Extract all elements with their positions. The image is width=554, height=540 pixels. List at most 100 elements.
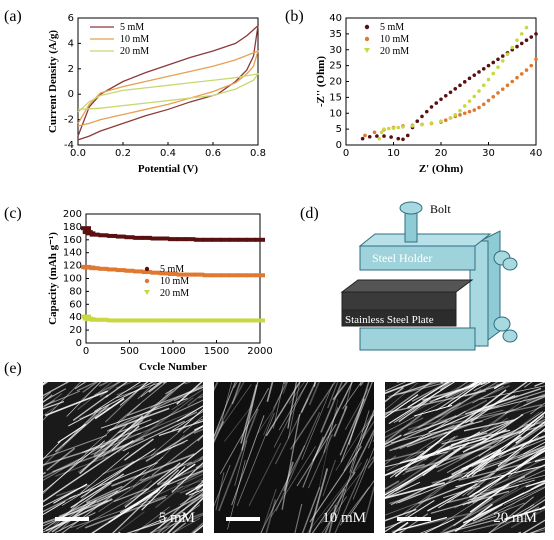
nanowire-stroke	[446, 382, 468, 398]
nanowire-stroke	[385, 382, 419, 411]
nanowire-stroke	[389, 493, 422, 505]
y-tick-label: 2	[68, 64, 74, 75]
nanowire-stroke	[44, 390, 108, 417]
y-axis-label: -Z'' (Ohm)	[315, 56, 327, 107]
nanowire-stroke	[502, 504, 535, 523]
nanowire-stroke	[475, 445, 545, 473]
nanowire-stroke	[90, 432, 142, 456]
nanowire-stroke	[150, 382, 186, 410]
nanowire-stroke	[471, 448, 511, 468]
x-tick-label: 40	[530, 148, 543, 159]
nanowire-stroke	[122, 420, 185, 452]
nanowire-stroke	[93, 382, 142, 412]
series-5-mm	[81, 226, 265, 242]
nanowire-stroke	[529, 495, 545, 508]
nanowire-stroke	[333, 405, 348, 437]
nanowire-stroke	[385, 499, 435, 532]
nanowire-stroke	[43, 471, 46, 475]
nanowire-stroke	[176, 477, 203, 493]
nanowire-stroke	[93, 423, 128, 456]
panel-label-c: (c)	[4, 205, 22, 222]
nanowire-stroke	[96, 462, 184, 504]
nanowire-stroke	[388, 382, 441, 398]
data-point	[420, 122, 424, 127]
nanowire-stroke	[248, 442, 282, 507]
data-point	[467, 109, 472, 114]
nanowire-stroke	[187, 393, 203, 406]
nanowire-stroke	[116, 382, 163, 399]
nanowire-stroke	[215, 472, 225, 511]
nanowire-stroke	[111, 425, 140, 451]
nanowire-stroke	[171, 388, 203, 411]
nanowire-stroke	[397, 382, 436, 396]
nanowire-stroke	[507, 447, 545, 478]
y-tick-label: 0	[336, 140, 342, 151]
y-tick-label: 140	[63, 248, 82, 259]
nanowire-stroke	[80, 452, 130, 494]
y-tick-label: 30	[329, 45, 342, 56]
y-tick-label: 25	[329, 61, 342, 72]
nanowire-stroke	[474, 456, 545, 485]
y-tick-label: 100	[63, 274, 82, 285]
data-point	[375, 134, 379, 138]
nanowire-stroke	[133, 517, 168, 532]
nanowire-stroke	[385, 455, 397, 466]
scale-bar	[55, 517, 89, 521]
nanowire-stroke	[43, 486, 131, 527]
nanowire-stroke	[77, 382, 114, 411]
nanowire-stroke	[300, 382, 317, 413]
nanowire-stroke	[43, 434, 108, 460]
x-axis-label: Potential (V)	[138, 163, 199, 175]
nanowire-stroke	[93, 382, 122, 396]
data-point	[458, 113, 462, 117]
nanowire-stroke	[361, 413, 374, 432]
nanowire-stroke	[340, 382, 373, 463]
data-point	[529, 35, 534, 39]
plate-front-2	[341, 309, 457, 327]
data-point	[519, 32, 524, 36]
nanowire-stroke	[462, 436, 539, 497]
x-axis-label: Cycle Number	[139, 361, 207, 370]
data-point	[443, 93, 448, 98]
nanowire-stroke	[522, 519, 545, 533]
nanowire-stroke	[105, 382, 149, 423]
nanowire-stroke	[442, 452, 534, 481]
bolt-label: Bolt	[430, 202, 451, 216]
data-point	[472, 108, 477, 112]
nanowire-stroke	[294, 503, 303, 533]
nanowire-stroke	[260, 488, 277, 533]
legend-swatch	[144, 266, 150, 272]
nanowire-stroke	[472, 463, 545, 504]
nanowire-stroke	[504, 506, 545, 521]
nanowire-stroke	[155, 485, 184, 509]
data-point	[519, 72, 524, 76]
y-axis-label: Capacity (mAh g⁻¹)	[47, 232, 59, 325]
data-point	[505, 83, 510, 88]
nanowire-stroke	[472, 503, 503, 522]
nanowire-stroke	[420, 521, 449, 533]
nanowire-stroke	[102, 441, 185, 475]
nanowire-stroke	[123, 397, 194, 451]
data-band	[84, 315, 260, 323]
nanowire-stroke	[439, 486, 519, 533]
nanowire-stroke	[418, 472, 495, 505]
nanowire-stroke	[519, 405, 545, 416]
nanowire-stroke	[385, 450, 425, 462]
data-band	[85, 265, 260, 278]
x-tick-label: 0.2	[115, 148, 131, 159]
nanowire-stroke	[241, 382, 259, 451]
nanowire-stroke	[455, 399, 488, 418]
nanowire-stroke	[406, 431, 448, 448]
nanowire-stroke	[407, 382, 450, 409]
data-point	[401, 125, 405, 129]
nanowire-stroke	[43, 449, 92, 495]
y-tick-label: 20	[329, 77, 342, 88]
sem-label-10mm: 10 mM	[322, 510, 366, 526]
nanowire-stroke	[469, 382, 510, 396]
data-point	[410, 124, 415, 128]
nanowire-stroke	[385, 390, 486, 414]
nanowire-stroke	[111, 453, 195, 487]
y-tick-label: 80	[69, 286, 82, 297]
data-point	[500, 87, 505, 91]
nanowire-stroke	[289, 382, 336, 450]
